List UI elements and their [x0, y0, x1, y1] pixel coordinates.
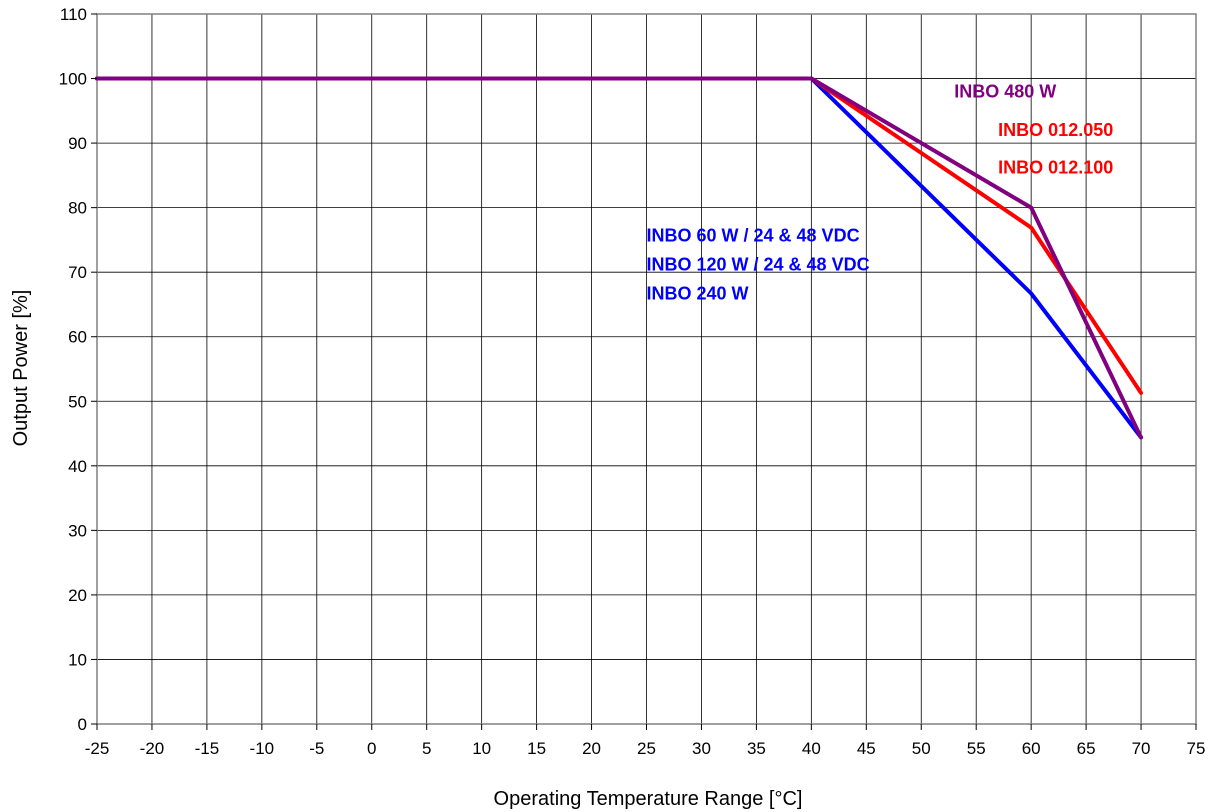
x-tick-label: 55 — [967, 739, 986, 758]
series-annotation: INBO 012.100 — [998, 158, 1113, 178]
y-tick-label: 90 — [68, 134, 87, 153]
x-tick-label: 45 — [857, 739, 876, 758]
y-axis: 0 10 20 30 40 50 60 70 80 90 100 110 — [59, 5, 97, 734]
y-tick-label: 10 — [68, 650, 87, 669]
series-annotation: INBO 012.050 — [998, 120, 1113, 140]
x-tick-label: -20 — [140, 739, 165, 758]
x-tick-label: 65 — [1077, 739, 1096, 758]
y-tick-label: 0 — [78, 715, 87, 734]
series-annotation: INBO 240 W — [647, 283, 749, 303]
y-tick-label: 20 — [68, 586, 87, 605]
x-tick-label: 40 — [802, 739, 821, 758]
y-tick-label: 110 — [60, 5, 87, 24]
series-annotation: INBO 120 W / 24 & 48 VDC — [647, 254, 870, 274]
y-axis-title: Output Power [%] — [10, 290, 32, 447]
x-tick-label: 30 — [692, 739, 711, 758]
x-tick-label: 0 — [367, 739, 376, 758]
y-tick-label: 30 — [68, 521, 87, 540]
x-axis-title: Operating Temperature Range [°C] — [494, 788, 803, 810]
series-line-2 — [95, 76, 1143, 440]
x-tick-label: -10 — [250, 739, 275, 758]
series-annotation: INBO 60 W / 24 & 48 VDC — [647, 225, 860, 245]
x-tick-label: 35 — [747, 739, 766, 758]
y-tick-label: 40 — [68, 457, 87, 476]
grid — [97, 14, 1196, 724]
x-tick-label: 70 — [1132, 739, 1151, 758]
y-tick-label: 100 — [59, 70, 87, 89]
y-tick-label: 60 — [68, 328, 87, 347]
x-tick-label: 15 — [527, 739, 546, 758]
x-tick-label: 60 — [1022, 739, 1041, 758]
y-tick-label: 70 — [68, 263, 87, 282]
y-tick-label: 80 — [68, 199, 87, 218]
annotations: INBO 480 W INBO 012.050 INBO 012.100 INBO 6… — [647, 81, 1114, 303]
x-tick-label: 10 — [472, 739, 491, 758]
x-tick-label: -15 — [195, 739, 220, 758]
x-tick-label: -5 — [309, 739, 324, 758]
series-layer — [95, 76, 1143, 440]
x-axis: -25 -20 -15 -10 -5 0 5 10 15 20 25 30 35 40 45 50 55 60 65… — [85, 724, 1206, 758]
x-tick-label: 50 — [912, 739, 931, 758]
x-tick-label: -25 — [85, 739, 110, 758]
x-tick-label: 75 — [1187, 739, 1206, 758]
series-line-0 — [95, 76, 1143, 440]
x-tick-label: 20 — [582, 739, 601, 758]
series-annotation: INBO 480 W — [954, 81, 1056, 101]
x-tick-label: 5 — [422, 739, 431, 758]
series-line-1 — [95, 76, 1143, 395]
y-tick-label: 50 — [68, 392, 87, 411]
x-tick-label: 25 — [637, 739, 656, 758]
